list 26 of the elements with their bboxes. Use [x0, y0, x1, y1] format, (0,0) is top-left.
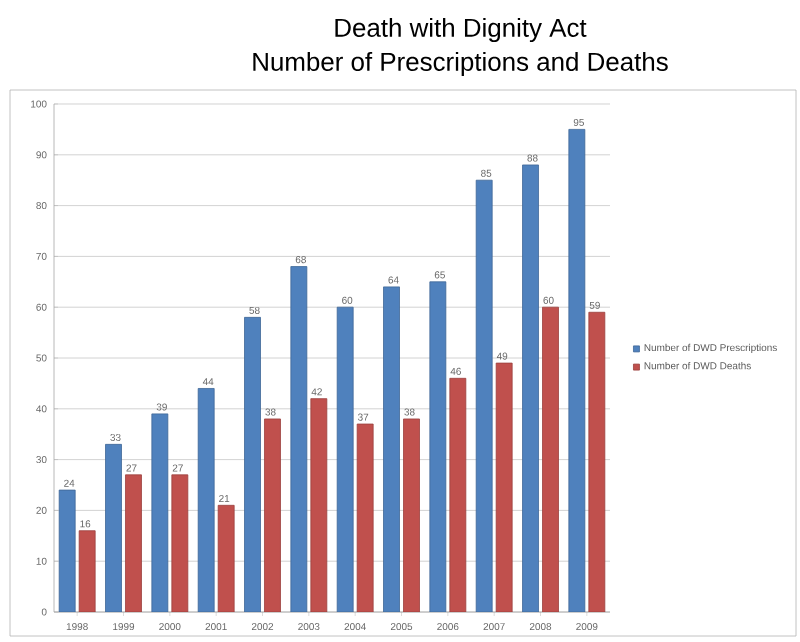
bar — [522, 164, 539, 612]
bar — [58, 489, 76, 612]
bar — [290, 266, 308, 612]
bar — [429, 281, 447, 612]
bar — [568, 129, 586, 612]
bar — [217, 504, 235, 612]
bar — [264, 418, 281, 612]
bar — [495, 362, 513, 612]
bar — [78, 530, 96, 612]
bar — [197, 388, 215, 612]
bar — [356, 423, 374, 612]
bar — [151, 413, 169, 612]
bar — [588, 311, 606, 612]
bar — [244, 316, 261, 612]
bar — [403, 418, 420, 612]
bar — [542, 306, 559, 612]
bar — [383, 286, 400, 612]
bar — [475, 179, 493, 612]
bar — [171, 474, 189, 612]
bar — [105, 443, 122, 612]
chart-title: Death with Dignity Act — [335, 17, 587, 43]
chart-subtitle: Number of Prescriptions and Deaths — [253, 51, 668, 77]
bar — [310, 398, 328, 612]
bar — [125, 474, 142, 612]
bar — [336, 306, 354, 612]
bar — [449, 377, 467, 612]
